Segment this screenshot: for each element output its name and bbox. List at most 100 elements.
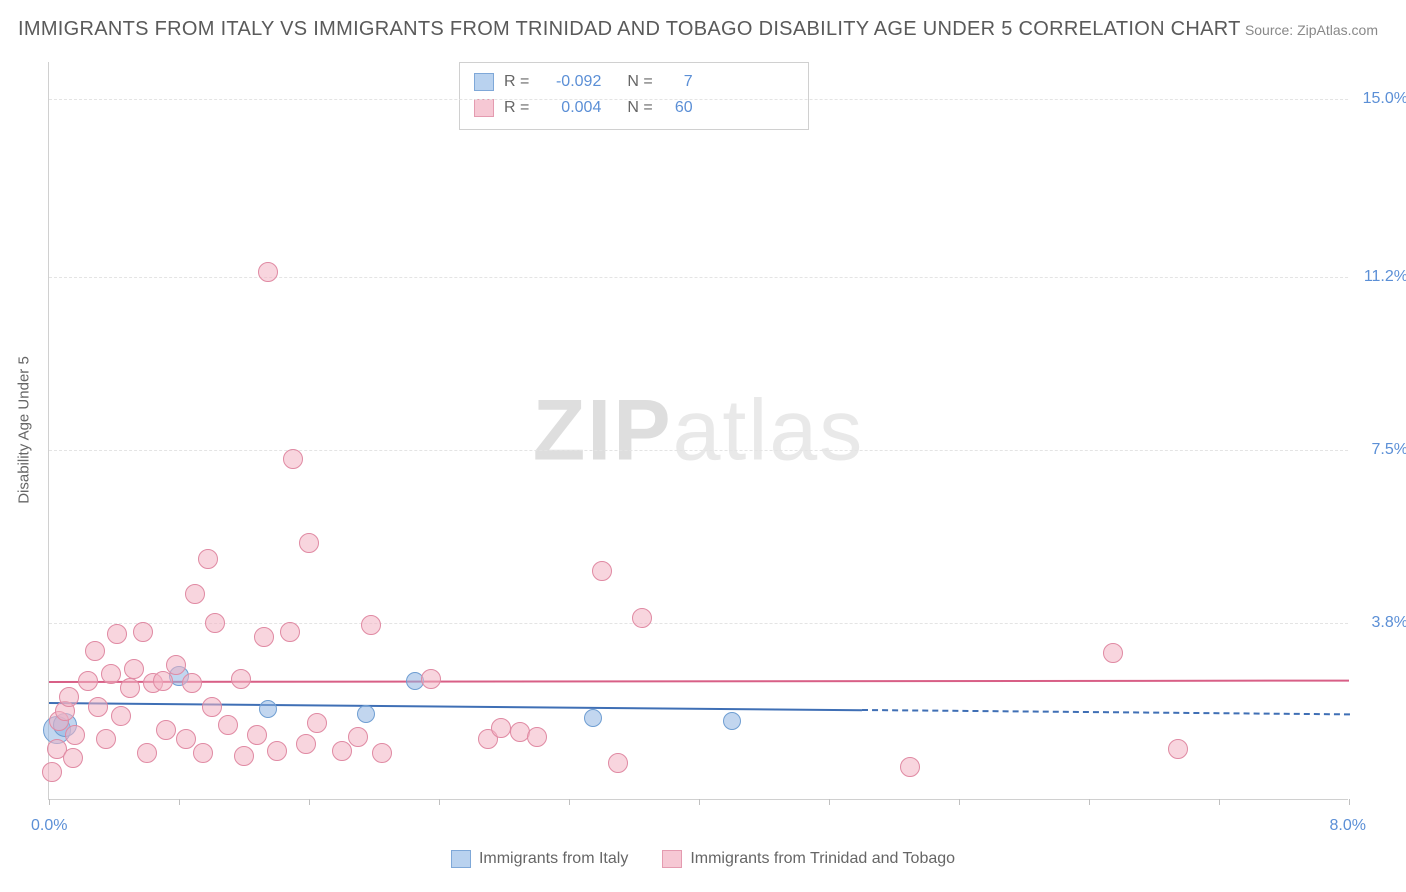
data-point [198, 549, 218, 569]
data-point [202, 697, 222, 717]
x-tick [49, 799, 50, 805]
data-point [185, 584, 205, 604]
data-point [176, 729, 196, 749]
data-point [205, 613, 225, 633]
data-point [166, 655, 186, 675]
data-point [267, 741, 287, 761]
data-point [900, 757, 920, 777]
data-point [182, 673, 202, 693]
data-point [65, 725, 85, 745]
x-tick [309, 799, 310, 805]
y-tick-label: 7.5% [1354, 441, 1406, 459]
x-tick [439, 799, 440, 805]
x-tick [959, 799, 960, 805]
data-point [107, 624, 127, 644]
legend-n-label: N = [627, 73, 652, 91]
data-point [258, 262, 278, 282]
data-point [723, 712, 741, 730]
watermark-bold: ZIP [533, 382, 673, 478]
legend-swatch [474, 73, 494, 91]
data-point [632, 608, 652, 628]
x-tick [1219, 799, 1220, 805]
gridline [49, 623, 1348, 624]
data-point [348, 727, 368, 747]
legend-item: Immigrants from Italy [451, 850, 628, 868]
legend-r-value: -0.092 [539, 73, 601, 91]
x-axis-min-label: 0.0% [31, 817, 67, 835]
data-point [1168, 739, 1188, 759]
data-point [280, 622, 300, 642]
data-point [124, 659, 144, 679]
data-point [153, 671, 173, 691]
data-point [299, 533, 319, 553]
watermark-rest: atlas [673, 382, 865, 478]
legend-n-value: 7 [663, 73, 693, 91]
data-point [361, 615, 381, 635]
data-point [527, 727, 547, 747]
legend-r-label: R = [504, 99, 529, 117]
legend-swatch [474, 99, 494, 117]
legend-n-label: N = [627, 99, 652, 117]
data-point [218, 715, 238, 735]
gridline [49, 99, 1348, 100]
data-point [584, 709, 602, 727]
x-tick [1349, 799, 1350, 805]
gridline [49, 277, 1348, 278]
data-point [372, 743, 392, 763]
legend-r-value: 0.004 [539, 99, 601, 117]
data-point [133, 622, 153, 642]
x-tick [1089, 799, 1090, 805]
legend-n-value: 60 [663, 99, 693, 117]
data-point [259, 700, 277, 718]
trend-line [49, 702, 862, 711]
chart-title: IMMIGRANTS FROM ITALY VS IMMIGRANTS FROM… [18, 18, 1241, 41]
x-tick [829, 799, 830, 805]
chart-plot-area: ZIPatlas R =-0.092N =7R =0.004N =60 3.8%… [48, 62, 1348, 800]
x-tick [179, 799, 180, 805]
data-point [63, 748, 83, 768]
correlation-legend: R = -0.092 N = 7 R = 0.004 N = 60 [459, 62, 809, 130]
data-point [156, 720, 176, 740]
x-tick [569, 799, 570, 805]
y-axis-title: Disability Age Under 5 [16, 356, 33, 504]
data-point [332, 741, 352, 761]
data-point [234, 746, 254, 766]
legend-r-label: R = [504, 73, 529, 91]
data-point [111, 706, 131, 726]
legend-swatch [662, 850, 682, 868]
data-point [78, 671, 98, 691]
data-point [231, 669, 251, 689]
trend-line-extrapolated [861, 709, 1349, 715]
data-point [491, 718, 511, 738]
y-tick-label: 3.8% [1354, 614, 1406, 632]
legend-label: Immigrants from Italy [479, 850, 628, 868]
legend-row: R = -0.092 N = 7 [474, 69, 794, 95]
data-point [1103, 643, 1123, 663]
y-tick-label: 15.0% [1354, 90, 1406, 108]
data-point [193, 743, 213, 763]
legend-label: Immigrants from Trinidad and Tobago [690, 850, 955, 868]
data-point [608, 753, 628, 773]
data-point [421, 669, 441, 689]
data-point [96, 729, 116, 749]
data-point [137, 743, 157, 763]
data-point [283, 449, 303, 469]
gridline [49, 450, 1348, 451]
data-point [592, 561, 612, 581]
data-point [357, 705, 375, 723]
data-point [101, 664, 121, 684]
data-point [120, 678, 140, 698]
data-point [59, 687, 79, 707]
data-point [307, 713, 327, 733]
data-point [254, 627, 274, 647]
data-point [88, 697, 108, 717]
data-point [42, 762, 62, 782]
data-point [85, 641, 105, 661]
legend-swatch [451, 850, 471, 868]
series-legend: Immigrants from Italy Immigrants from Tri… [0, 850, 1406, 868]
x-tick [699, 799, 700, 805]
source-attribution: Source: ZipAtlas.com [1245, 22, 1378, 38]
data-point [296, 734, 316, 754]
watermark: ZIPatlas [533, 381, 864, 480]
data-point [247, 725, 267, 745]
